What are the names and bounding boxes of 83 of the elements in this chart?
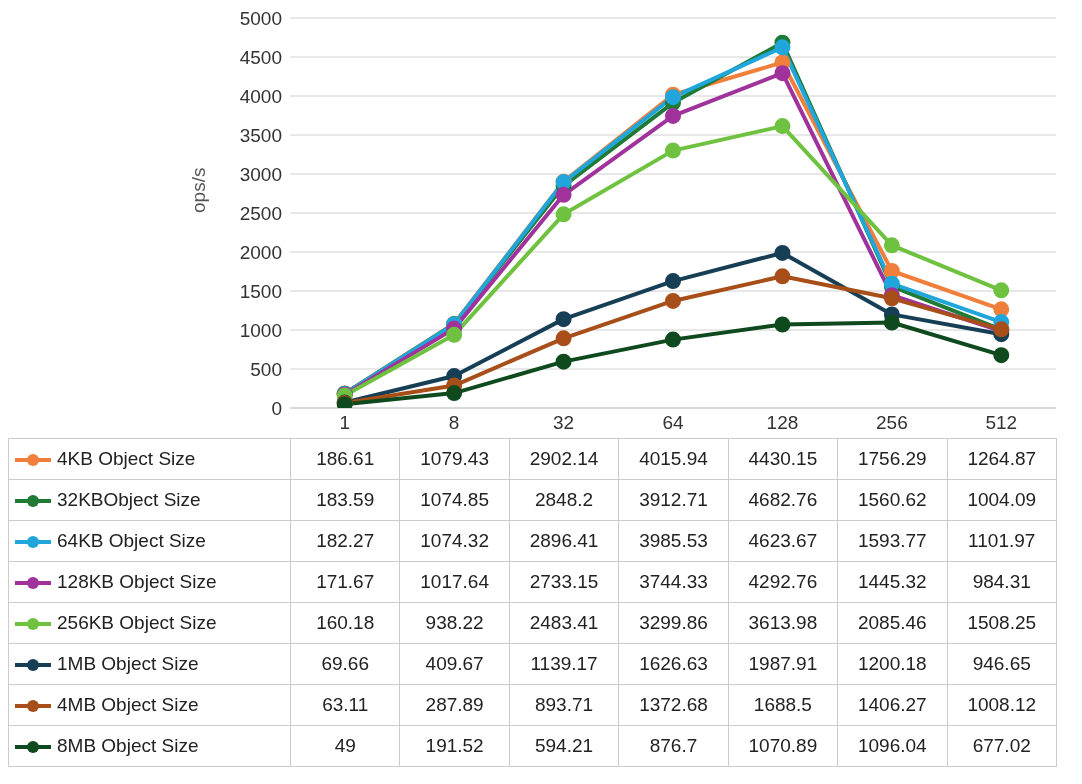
data-label: 1372.68 [618,684,729,726]
data-label: 160.18 [290,602,400,644]
legend-label: 4KB Object Size [57,448,196,469]
data-label: 1756.29 [837,438,948,480]
data-label: 893.71 [509,684,619,726]
x-tick-label: 32 [553,412,575,434]
data-label: 409.67 [399,643,510,685]
data-label: 182.27 [290,520,400,562]
x-tick-label: 64 [662,412,684,434]
data-label: 1101.97 [947,520,1057,562]
data-label: 1560.62 [837,479,948,521]
data-label: 1626.63 [618,643,729,685]
data-label: 4623.67 [728,520,838,562]
y-tick-label: 3500 [239,124,282,146]
y-tick-label: 2000 [239,241,282,263]
data-label: 2902.14 [509,438,619,480]
legend-label: 256KB Object Size [57,612,217,633]
data-label: 3985.53 [618,520,729,562]
data-label: 3613.98 [728,602,838,644]
y-tick-label: 2500 [239,202,282,224]
data-label: 1017.64 [399,561,510,603]
x-tick-label: 1 [339,412,350,434]
data-label: 186.61 [290,438,400,480]
data-label: 1070.89 [728,725,838,767]
data-label: 2733.15 [509,561,619,603]
data-label: 1008.12 [947,684,1057,726]
y-tick-label: 4500 [239,46,282,68]
legend-label: 4MB Object Size [57,694,199,715]
y-tick-label: 1000 [239,319,282,341]
data-label: 876.7 [618,725,729,767]
data-label: 3912.71 [618,479,729,521]
y-tick-label: 500 [250,358,282,380]
data-label: 1406.27 [837,684,948,726]
data-label: 2896.41 [509,520,619,562]
data-label: 1074.85 [399,479,510,521]
x-tick-label: 256 [876,412,908,434]
data-label: 1593.77 [837,520,948,562]
data-label: 1096.04 [837,725,948,767]
y-tick-label: 5000 [239,7,282,29]
data-label: 1987.91 [728,643,838,685]
data-label: 938.22 [399,602,510,644]
data-label: 191.52 [399,725,510,767]
data-label: 1200.18 [837,643,948,685]
data-label: 3299.86 [618,602,729,644]
data-label: 1074.32 [399,520,510,562]
data-label: 49 [290,725,400,767]
data-label: 69.66 [290,643,400,685]
x-tick-label: 128 [766,412,799,434]
data-label: 677.02 [947,725,1057,767]
data-label: 1688.5 [728,684,838,726]
legend-label: 128KB Object Size [57,571,217,592]
y-tick-label: 4000 [239,85,282,107]
data-label: 4430.15 [728,438,838,480]
data-label: 3744.33 [618,561,729,603]
y-tick-label: 3000 [239,163,282,185]
data-label: 1004.09 [947,479,1057,521]
data-label: 946.65 [947,643,1057,685]
data-label: 2085.46 [837,602,948,644]
data-label: 2483.41 [509,602,619,644]
data-label: 183.59 [290,479,400,521]
data-label: 1079.43 [399,438,510,480]
x-tick-label: 8 [448,412,460,434]
data-label: 2848.2 [509,479,619,521]
y-tick-label: 0 [271,397,282,419]
data-label: 287.89 [399,684,510,726]
data-label: 171.67 [290,561,400,603]
legend-label: 1MB Object Size [57,653,199,674]
legend-label: 32KBObject Size [57,489,201,510]
x-tick-label: 512 [985,412,1018,434]
data-label: 1445.32 [837,561,948,603]
data-label: 4682.76 [728,479,838,521]
data-label: 594.21 [509,725,619,767]
data-label: 63.11 [290,684,400,726]
data-label: 1508.25 [947,602,1057,644]
legend-label: 8MB Object Size [57,735,199,756]
y-tick-label: 1500 [239,280,282,302]
data-label: 4015.94 [618,438,729,480]
data-label: 4292.76 [728,561,838,603]
data-label: 984.31 [947,561,1057,603]
y-axis-title: ops/s [187,167,209,213]
data-label: 1139.17 [509,643,619,685]
data-label: 1264.87 [947,438,1057,480]
legend-label: 64KB Object Size [57,530,206,551]
